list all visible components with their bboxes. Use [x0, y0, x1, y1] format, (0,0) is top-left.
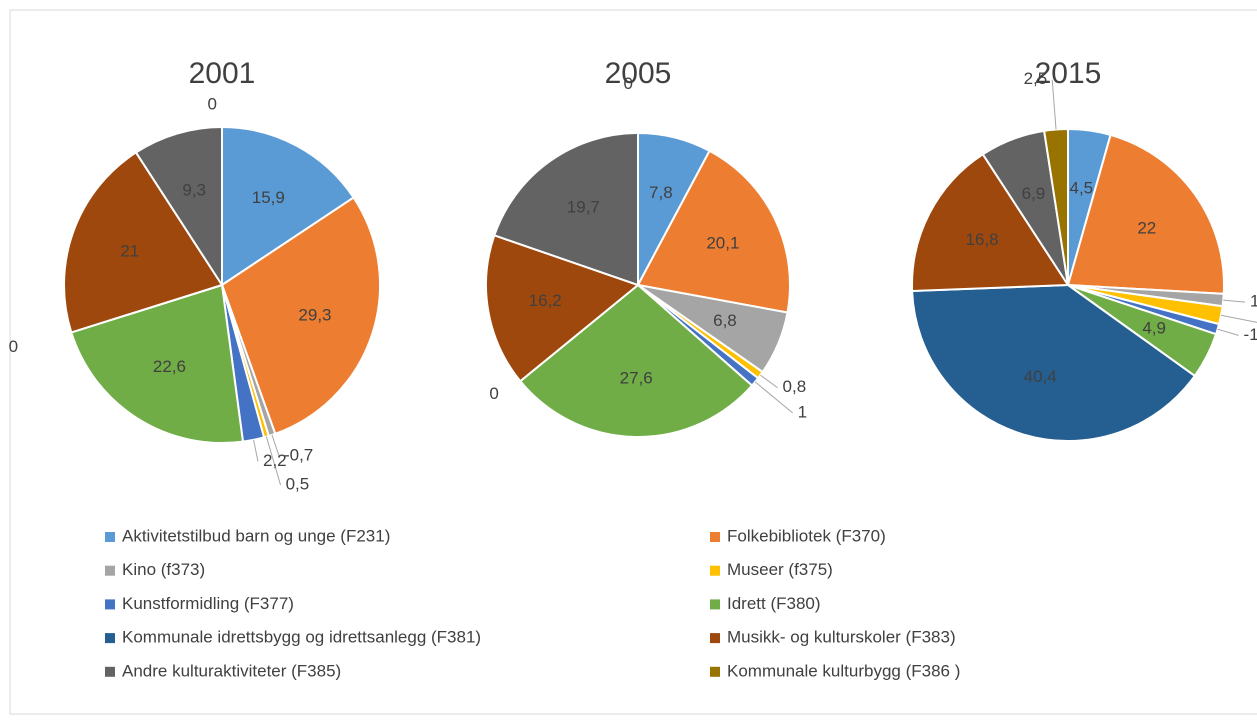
data-label: 20,1: [706, 234, 739, 253]
pie-slice: [493, 131, 639, 287]
chart-title: 2001: [189, 57, 256, 90]
data-label: 1,3: [1250, 292, 1257, 311]
data-label: 16,2: [529, 291, 562, 310]
chart-title: 2015: [1035, 57, 1102, 90]
data-label: 40,4: [1024, 367, 1057, 386]
data-label: 6,9: [1022, 184, 1046, 203]
data-label: -0,7: [284, 445, 313, 464]
legend-label: Idrett (F380): [727, 594, 821, 613]
legend-label: Kino (f373): [122, 560, 205, 579]
leader-line: [1223, 299, 1246, 303]
data-label: 0: [489, 384, 498, 403]
leader-line: [265, 436, 282, 486]
legend-label: Andre kulturaktiviteter (F385): [122, 661, 341, 680]
legend-label: Aktivitetstilbud barn og unge (F231): [122, 526, 390, 545]
chart-title: 2005: [605, 57, 672, 90]
leader-line: [760, 374, 778, 389]
legend-label: Folkebibliotek (F370): [727, 526, 886, 545]
legend-label: Kunstformidling (F377): [122, 594, 294, 613]
pie-slice: [134, 125, 223, 289]
leader-line: [1051, 79, 1057, 130]
pie-slice: [911, 283, 1197, 442]
data-label: -1,1: [1244, 325, 1257, 344]
data-label: 0: [208, 94, 217, 113]
data-label: 2,2: [263, 451, 287, 470]
data-label: 0: [9, 337, 18, 356]
legend-label: Museer (f375): [727, 560, 833, 579]
pie-slice: [485, 234, 641, 383]
legend-swatch: [710, 565, 720, 576]
data-label: 6,8: [713, 311, 737, 330]
legend-label: Musikk- og kulturskoler (F383): [727, 628, 956, 647]
legend-swatch: [105, 565, 115, 576]
data-label: 22: [1137, 218, 1156, 237]
pie-slice: [518, 283, 754, 438]
leader-line: [754, 381, 793, 414]
legend-swatch: [105, 599, 115, 610]
legend-swatch: [105, 633, 115, 644]
data-label: 4,9: [1142, 318, 1166, 337]
data-label: 4,5: [1070, 179, 1094, 198]
pie-slice: [636, 149, 791, 314]
legend-label: Kommunale idrettsbygg og idrettsanlegg (…: [122, 628, 481, 647]
data-label: 9,3: [182, 181, 206, 200]
legend-label: Kommunale kulturbygg (F386 ): [727, 661, 960, 680]
pie-slice: [911, 152, 1070, 293]
leader-line: [271, 434, 280, 457]
data-label: 21: [120, 241, 139, 260]
data-label: 15,9: [252, 188, 285, 207]
leader-line: [1220, 314, 1257, 323]
data-label: 16,8: [966, 230, 999, 249]
data-label: 0,5: [286, 475, 310, 494]
leader-line: [1217, 328, 1239, 336]
data-label: 22,6: [153, 357, 186, 376]
data-label: 2,5: [1024, 69, 1048, 88]
pie-slice: [221, 125, 355, 287]
legend-swatch: [105, 666, 115, 677]
legend-swatch: [710, 599, 720, 610]
data-label: 0: [624, 74, 633, 93]
pie-slice: [63, 151, 224, 334]
pie-slice: [70, 283, 245, 444]
legend-swatch: [710, 532, 720, 542]
data-label: 7,8: [649, 183, 673, 202]
data-label: 0,8: [783, 377, 807, 396]
data-label: 19,7: [567, 198, 600, 217]
leader-line: [253, 439, 259, 462]
data-label: 29,3: [298, 305, 331, 324]
legend-swatch: [710, 633, 720, 644]
pie-slice: [1066, 133, 1225, 295]
data-label: 1: [798, 402, 807, 421]
legend-swatch: [105, 532, 115, 542]
pie-slice: [220, 196, 381, 436]
legend-swatch: [710, 666, 720, 677]
data-label: 27,6: [620, 369, 653, 388]
